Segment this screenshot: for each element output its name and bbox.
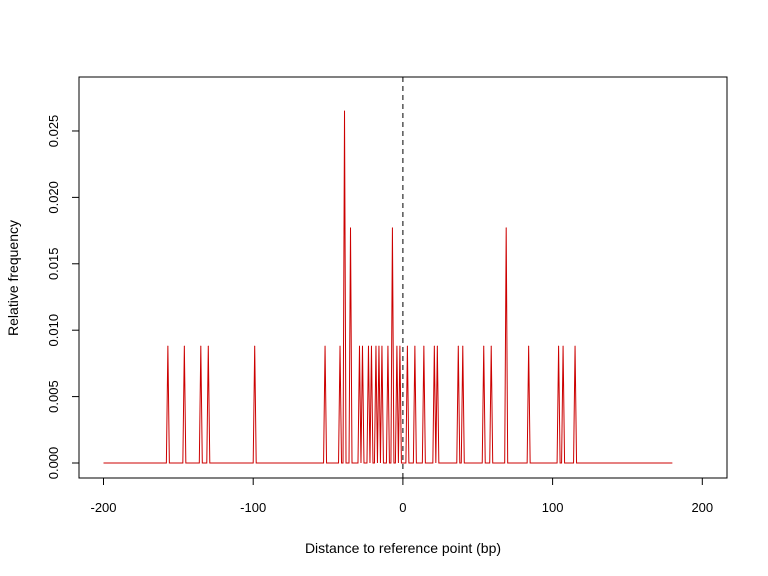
- data-point: [375, 345, 377, 347]
- data-point: [528, 345, 530, 347]
- data-point: [350, 227, 352, 229]
- data-point: [361, 345, 363, 347]
- data-point: [457, 345, 459, 347]
- data-point: [462, 345, 464, 347]
- y-tick-label: 0.000: [46, 447, 61, 480]
- data-point: [399, 345, 401, 347]
- data-point: [378, 345, 380, 347]
- y-tick-label: 0.015: [46, 248, 61, 281]
- data-point: [167, 345, 169, 347]
- data-point: [358, 345, 360, 347]
- y-tick-label: 0.010: [46, 314, 61, 347]
- y-tick-label: 0.020: [46, 181, 61, 214]
- x-tick-label: -200: [90, 500, 116, 515]
- data-point: [562, 345, 564, 347]
- data-point: [387, 345, 389, 347]
- x-tick-label: 0: [399, 500, 406, 515]
- data-point: [396, 345, 398, 347]
- x-tick-label: 100: [542, 500, 564, 515]
- data-point: [381, 345, 383, 347]
- data-point: [367, 345, 369, 347]
- data-point: [414, 345, 416, 347]
- x-axis-label: Distance to reference point (bp): [305, 540, 501, 556]
- data-point: [370, 345, 372, 347]
- data-point: [505, 227, 507, 229]
- data-point: [183, 345, 185, 347]
- x-axis: -200 -100 0 100 200: [90, 477, 713, 515]
- data-point: [574, 345, 576, 347]
- data-point: [339, 345, 341, 347]
- data-point: [483, 345, 485, 347]
- data-point: [423, 345, 425, 347]
- data-point: [344, 110, 346, 112]
- y-tick-label: 0.025: [46, 115, 61, 148]
- y-axis-label: Relative frequency: [5, 220, 21, 336]
- series-group: [103, 110, 673, 464]
- data-point: [324, 345, 326, 347]
- y-axis: 0.000 0.005 0.010 0.015 0.020 0.025: [46, 115, 80, 480]
- series-line: [103, 111, 673, 464]
- data-point: [207, 345, 209, 347]
- data-point: [436, 345, 438, 347]
- data-point: [406, 345, 408, 347]
- data-point: [200, 345, 202, 347]
- y-tick-label: 0.005: [46, 380, 61, 413]
- data-point: [490, 345, 492, 347]
- x-tick-label: -100: [240, 500, 266, 515]
- data-point: [391, 227, 393, 229]
- data-point: [433, 345, 435, 347]
- data-point: [558, 345, 560, 347]
- x-tick-label: 200: [691, 500, 713, 515]
- data-point: [254, 345, 256, 347]
